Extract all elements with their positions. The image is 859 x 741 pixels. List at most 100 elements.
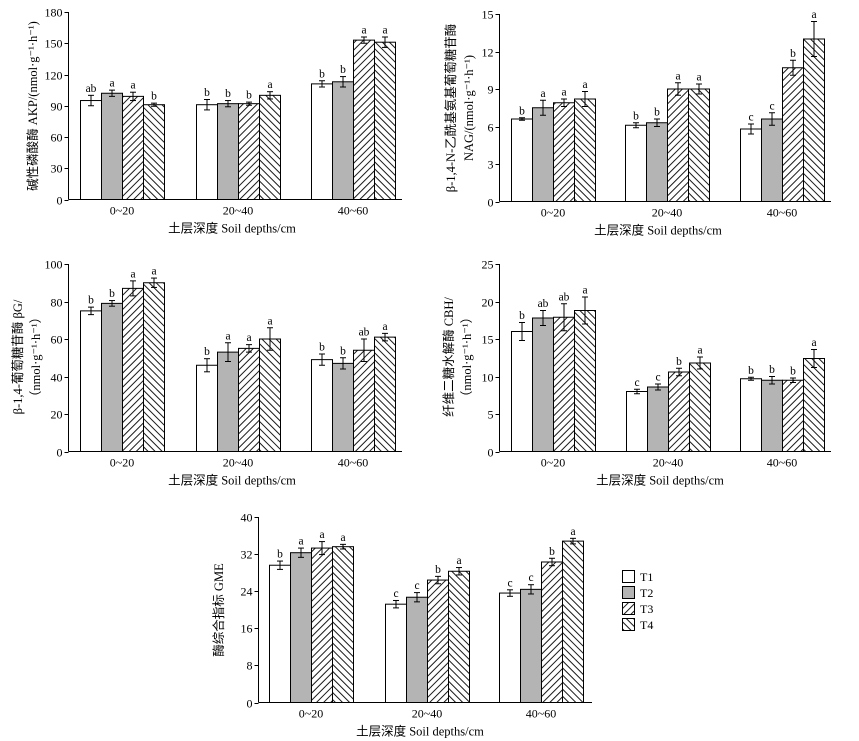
y-tick-label: 0 <box>247 697 253 711</box>
error-bar <box>676 367 682 377</box>
bar-t4 <box>574 98 596 202</box>
bar-t2 <box>332 362 354 452</box>
significance-letter: a <box>225 330 230 342</box>
significance-letter: b <box>790 366 796 378</box>
significance-letter: a <box>319 529 324 541</box>
y-axis-title: 纤维二糖水解酶 CBH/ <box>441 297 456 417</box>
y-tick-label: 20 <box>51 408 63 422</box>
significance-letter: b <box>319 342 325 354</box>
significance-letter: a <box>267 315 272 327</box>
significance-letter: b <box>246 90 252 102</box>
bar-t1 <box>80 100 102 200</box>
bar-t3 <box>122 95 144 200</box>
significance-letter: b <box>109 288 115 300</box>
bar-t1 <box>511 118 533 202</box>
significance-letter: ab <box>538 298 549 310</box>
significance-letter: b <box>549 546 555 558</box>
bar-t4 <box>562 540 584 703</box>
significance-letter: c <box>769 100 774 112</box>
y-axis-title: （nmol·g⁻¹·h⁻¹） <box>460 311 474 403</box>
category-label: 0~20 <box>110 204 135 218</box>
bar-t4 <box>374 336 396 452</box>
error-bar <box>582 91 588 107</box>
bar-t1 <box>311 83 333 200</box>
y-tick-label: 25 <box>482 258 494 272</box>
y-tick-label: 32 <box>241 548 253 562</box>
y-axis-title: （nmol·g⁻¹·h⁻¹） <box>29 311 43 403</box>
error-bar <box>151 102 157 107</box>
significance-letter: a <box>811 337 816 349</box>
error-bar <box>811 21 817 57</box>
significance-letter: b <box>319 68 325 80</box>
error-bar <box>225 342 231 362</box>
significance-letter: a <box>382 321 387 333</box>
error-bar <box>655 383 661 391</box>
error-bar <box>528 584 534 595</box>
y-tick-label: 8 <box>247 659 253 673</box>
category-label: 20~40 <box>223 204 254 218</box>
legend-swatch-t2 <box>622 586 635 599</box>
x-axis-title: 土层深度 Soil depths/cm <box>168 473 296 488</box>
bar-t2 <box>532 107 554 202</box>
y-tick-label: 9 <box>488 83 494 97</box>
error-bar <box>361 338 367 362</box>
significance-letter: a <box>340 532 345 544</box>
y-tick-label: 60 <box>51 131 63 145</box>
significance-letter: b <box>519 310 525 322</box>
y-tick-label: 12 <box>482 46 494 60</box>
bar-t3 <box>353 349 375 452</box>
category-label: 40~60 <box>767 456 798 470</box>
error-bar <box>109 300 115 307</box>
x-axis-title: 土层深度 Soil depths/cm <box>596 473 724 488</box>
error-bar <box>435 575 441 585</box>
significance-letter: a <box>361 25 366 37</box>
error-bar <box>507 589 513 597</box>
significance-letter: a <box>582 285 587 297</box>
y-axis-title: 酶综合指标 GME <box>211 563 226 657</box>
significance-letter: a <box>130 80 135 92</box>
error-bar <box>340 76 346 88</box>
category-label: 0~20 <box>541 456 566 470</box>
bar-t4 <box>259 338 281 452</box>
significance-letter: b <box>676 356 682 368</box>
bar-t2 <box>406 596 428 704</box>
legend-swatch-t4 <box>622 618 635 631</box>
category-label: 40~60 <box>526 707 557 721</box>
significance-letter: a <box>675 70 680 82</box>
category-label: 20~40 <box>223 456 254 470</box>
y-tick-label: 90 <box>51 100 63 114</box>
significance-letter: b <box>654 107 660 119</box>
significance-letter: b <box>88 295 94 307</box>
legend-label: T1 <box>640 570 653 584</box>
error-bar <box>769 112 775 126</box>
significance-letter: c <box>528 572 533 584</box>
bar-t4 <box>259 94 281 200</box>
error-bar <box>88 306 94 316</box>
y-tick-label: 30 <box>51 162 63 176</box>
category-label: 0~20 <box>110 456 135 470</box>
error-bar <box>697 356 703 370</box>
bar-t2 <box>101 92 123 200</box>
chart-cellobiohydrolase: b c b ab c b ab b b a a a 0 5 10 15 20 25 0~20 20~40 40~60 土层… <box>441 258 831 488</box>
bar-t3 <box>122 287 144 452</box>
significance-letter: b <box>204 87 210 99</box>
y-axis-title: NAG/(nmol·g⁻¹·h⁻¹) <box>462 55 476 161</box>
bar-t1 <box>511 331 533 452</box>
bar-t4 <box>143 104 165 200</box>
bar-t2 <box>646 122 668 202</box>
bar-t4 <box>574 310 596 452</box>
error-bar <box>769 376 775 385</box>
significance-letter: ab <box>359 327 370 339</box>
y-tick-label: 40 <box>51 371 63 385</box>
error-bar <box>456 567 462 576</box>
bar-t4 <box>332 546 354 703</box>
significance-letter: b <box>277 549 283 561</box>
bar-t2 <box>532 317 554 452</box>
bar-t4 <box>689 362 711 452</box>
bar-t3 <box>782 67 804 202</box>
bar-t4 <box>688 88 710 202</box>
bar-t1 <box>196 104 218 200</box>
significance-letter: a <box>570 526 575 538</box>
error-bar <box>277 560 283 570</box>
significance-letter: ab <box>86 83 97 95</box>
